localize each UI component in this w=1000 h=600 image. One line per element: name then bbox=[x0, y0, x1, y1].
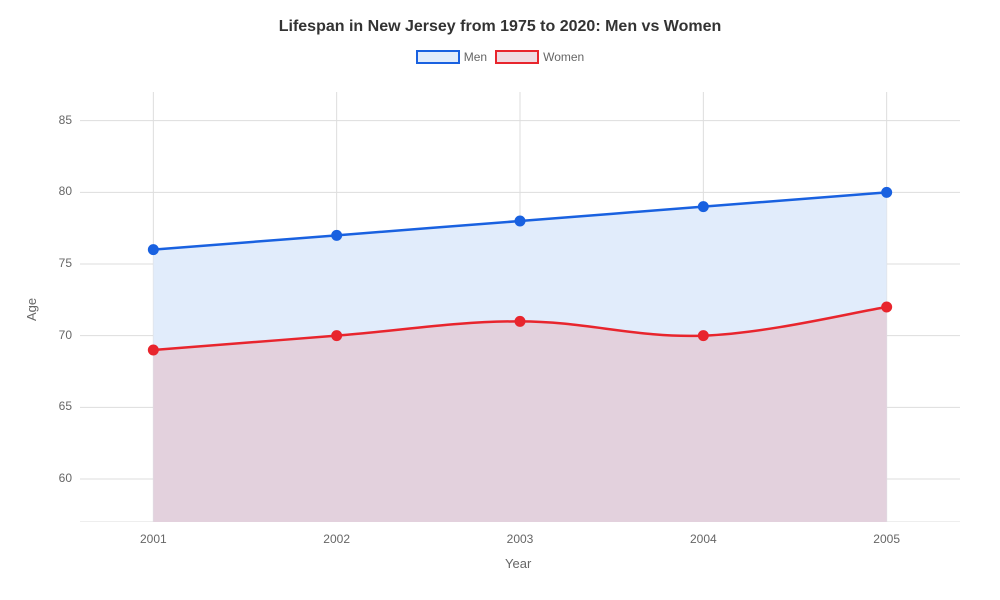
legend-label-men: Men bbox=[464, 50, 487, 64]
legend-item-women: Women bbox=[495, 50, 584, 64]
x-tick-label: 2004 bbox=[683, 532, 723, 546]
legend-label-women: Women bbox=[543, 50, 584, 64]
x-tick-label: 2003 bbox=[500, 532, 540, 546]
y-axis-title: Age bbox=[24, 298, 39, 321]
y-tick-label: 60 bbox=[32, 471, 72, 485]
y-tick-label: 75 bbox=[32, 256, 72, 270]
x-tick-label: 2002 bbox=[317, 532, 357, 546]
x-axis-title: Year bbox=[505, 556, 531, 571]
x-tick-label: 2005 bbox=[867, 532, 907, 546]
x-tick-label: 2001 bbox=[133, 532, 173, 546]
legend-swatch-women bbox=[495, 50, 539, 64]
legend: Men Women bbox=[0, 50, 1000, 64]
chart-title: Lifespan in New Jersey from 1975 to 2020… bbox=[0, 0, 1000, 36]
y-tick-label: 85 bbox=[32, 113, 72, 127]
plot-area bbox=[80, 92, 960, 522]
y-tick-label: 70 bbox=[32, 328, 72, 342]
legend-swatch-men bbox=[416, 50, 460, 64]
y-tick-label: 65 bbox=[32, 399, 72, 413]
y-tick-label: 80 bbox=[32, 184, 72, 198]
legend-item-men: Men bbox=[416, 50, 487, 64]
chart-container: Lifespan in New Jersey from 1975 to 2020… bbox=[0, 0, 1000, 600]
